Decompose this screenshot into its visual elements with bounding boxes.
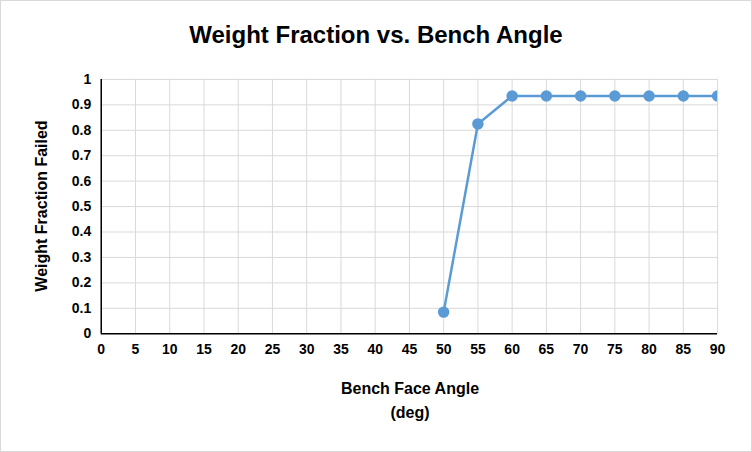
svg-text:70: 70: [573, 341, 589, 357]
svg-text:1: 1: [84, 71, 92, 87]
svg-text:85: 85: [676, 341, 692, 357]
svg-text:0: 0: [97, 341, 105, 357]
svg-text:80: 80: [641, 341, 657, 357]
svg-text:0.3: 0.3: [72, 249, 92, 265]
svg-text:75: 75: [607, 341, 623, 357]
svg-text:0.1: 0.1: [72, 300, 92, 316]
svg-text:15: 15: [196, 341, 212, 357]
svg-text:65: 65: [539, 341, 555, 357]
svg-text:0.4: 0.4: [72, 223, 92, 239]
html-text:Weight Fraction vs. Bench Angl: Weight Fraction vs. Bench Angle: [189, 21, 563, 48]
svg-text:60: 60: [504, 341, 520, 357]
svg-text:0: 0: [84, 325, 92, 341]
svg-text:45: 45: [402, 341, 418, 357]
svg-text:55: 55: [470, 341, 486, 357]
html-text:Bench Face Angle (deg): Bench Face Angle (deg): [340, 380, 479, 421]
svg-text:0.8: 0.8: [72, 122, 92, 138]
svg-text:0.7: 0.7: [72, 147, 92, 163]
svg-text:0.6: 0.6: [72, 173, 92, 189]
svg-text:35: 35: [333, 341, 349, 357]
svg-text:30: 30: [299, 341, 315, 357]
svg-text:0.5: 0.5: [72, 198, 92, 214]
svg-text:5: 5: [132, 341, 140, 357]
svg-text:50: 50: [436, 341, 452, 357]
svg-text:0.9: 0.9: [72, 96, 92, 112]
svg-text:0.2: 0.2: [72, 274, 92, 290]
svg-text:25: 25: [265, 341, 281, 357]
svg-text:20: 20: [230, 341, 246, 357]
svg-text:90: 90: [710, 341, 726, 357]
html-text:Weight Fraction Failed: Weight Fraction Failed: [33, 120, 50, 292]
svg-text:10: 10: [162, 341, 178, 357]
svg-text:40: 40: [367, 341, 383, 357]
